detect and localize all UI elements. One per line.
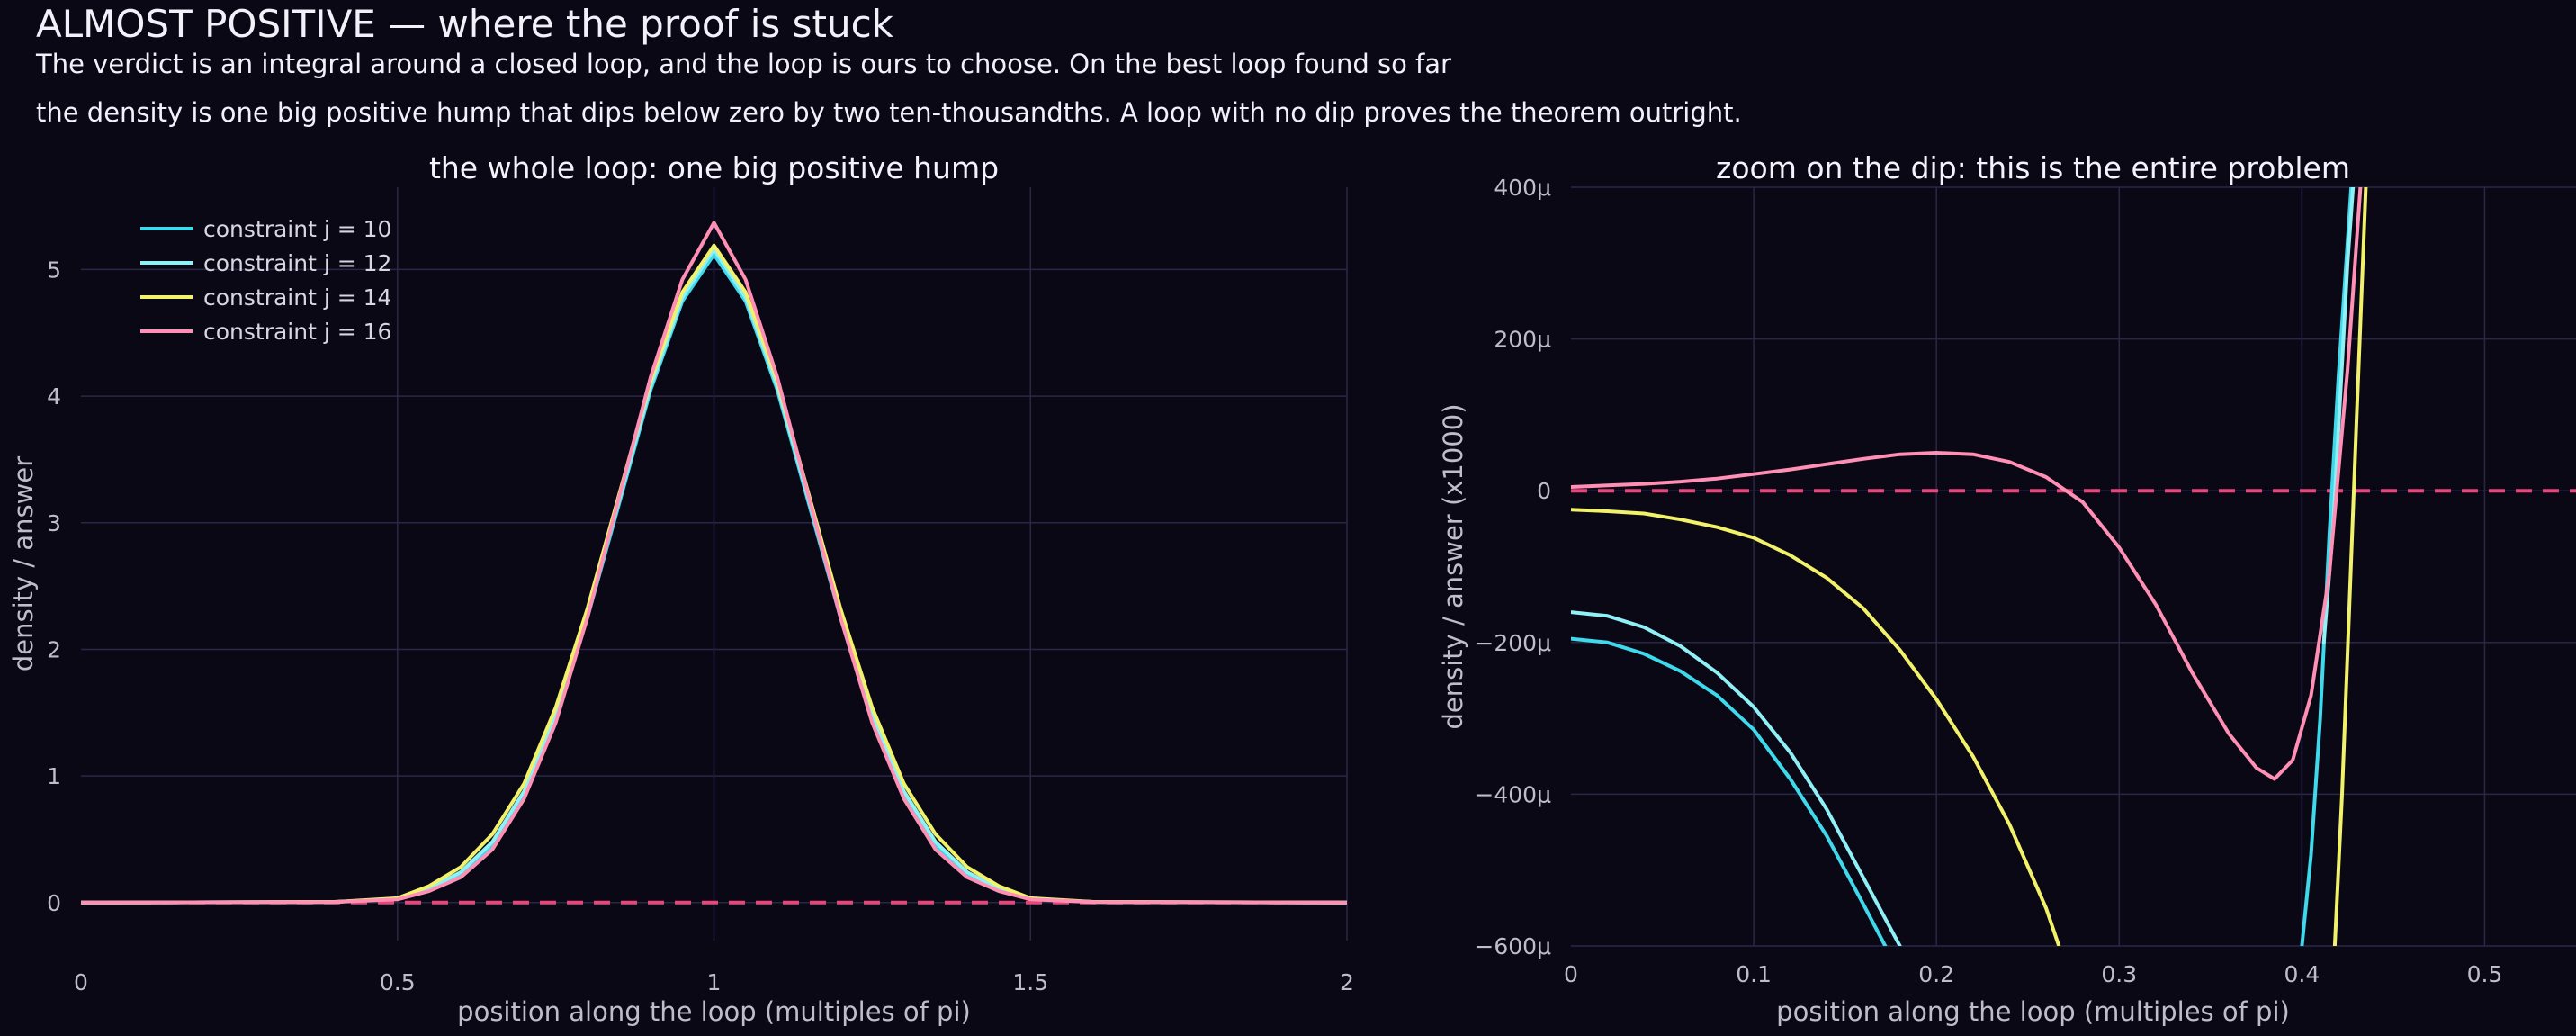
y-tick-label: 4: [47, 383, 61, 410]
chart-title: the whole loop: one big positive hump: [429, 150, 999, 185]
legend-label: constraint j = 14: [203, 284, 391, 311]
series-line-4: [81, 221, 1347, 905]
y-tick-label: −200μ: [1475, 630, 1551, 656]
x-tick-label: 0: [74, 969, 88, 995]
series-line-2: [81, 247, 1347, 905]
series-line-3: [1571, 508, 2061, 946]
page-title: ALMOST POSITIVE — where the proof is stu…: [36, 2, 893, 46]
x-tick-label: 0: [1564, 961, 1578, 987]
y-tick-label: 1: [47, 763, 61, 789]
x-tick-label: 0.2: [1918, 961, 1954, 987]
x-tick-label: 0.1: [1736, 961, 1772, 987]
x-axis-label: position along the loop (multiples of pi…: [1776, 996, 2290, 1027]
y-axis-label: density / answer (x1000): [1438, 403, 1468, 729]
page-subtitle-line-2: the density is one big positive hump tha…: [36, 97, 1742, 128]
y-tick-label: 0: [1537, 478, 1551, 504]
series-line-2: [1571, 610, 1902, 946]
y-tick-label: 400μ: [1494, 175, 1551, 201]
y-tick-label: 5: [47, 257, 61, 283]
chart-title: zoom on the dip: this is the entire prob…: [1716, 150, 2350, 185]
chart-panel-zoom-dip: 0 0.1 0.2 0.3 0.4 0.5 −600μ −400μ −200μ 0 200μ 400μ…: [1438, 150, 2576, 1027]
x-tick-label: 1.5: [1012, 969, 1048, 995]
series-line-3: [2332, 187, 2368, 946]
series-line-3: [81, 243, 1347, 905]
series-line-4: [1571, 187, 2363, 781]
x-tick-label: 2: [1340, 969, 1354, 995]
x-axis-label: position along the loop (multiples of pi…: [457, 996, 971, 1027]
y-tick-label: −400μ: [1475, 781, 1551, 807]
x-tick-label: 0.4: [2284, 961, 2320, 987]
y-tick-label: 3: [47, 510, 61, 536]
legend-label: constraint j = 10: [203, 216, 391, 242]
series-line-1: [1571, 636, 1888, 946]
legend-label: constraint j = 16: [203, 319, 391, 345]
x-tick-label: 1: [707, 969, 722, 995]
x-tick-label: 0.5: [2467, 961, 2503, 987]
y-tick-label: −600μ: [1475, 933, 1551, 959]
y-tick-label: 200μ: [1494, 327, 1551, 353]
chart-panel-whole-loop: 0 0.5 1 1.5 2 0 1 2 3 4 5 the whole loop: one big p…: [8, 150, 1354, 1027]
y-tick-label: 0: [47, 890, 61, 916]
y-axis-label: density / answer: [8, 456, 39, 671]
y-tick-label: 2: [47, 636, 61, 662]
page-subtitle-line-1: The verdict is an integral around a clos…: [36, 49, 1451, 79]
x-tick-label: 0.3: [2101, 961, 2137, 987]
legend-label: constraint j = 12: [203, 250, 391, 276]
x-tick-label: 0.5: [380, 969, 416, 995]
series-line-1: [81, 252, 1347, 905]
